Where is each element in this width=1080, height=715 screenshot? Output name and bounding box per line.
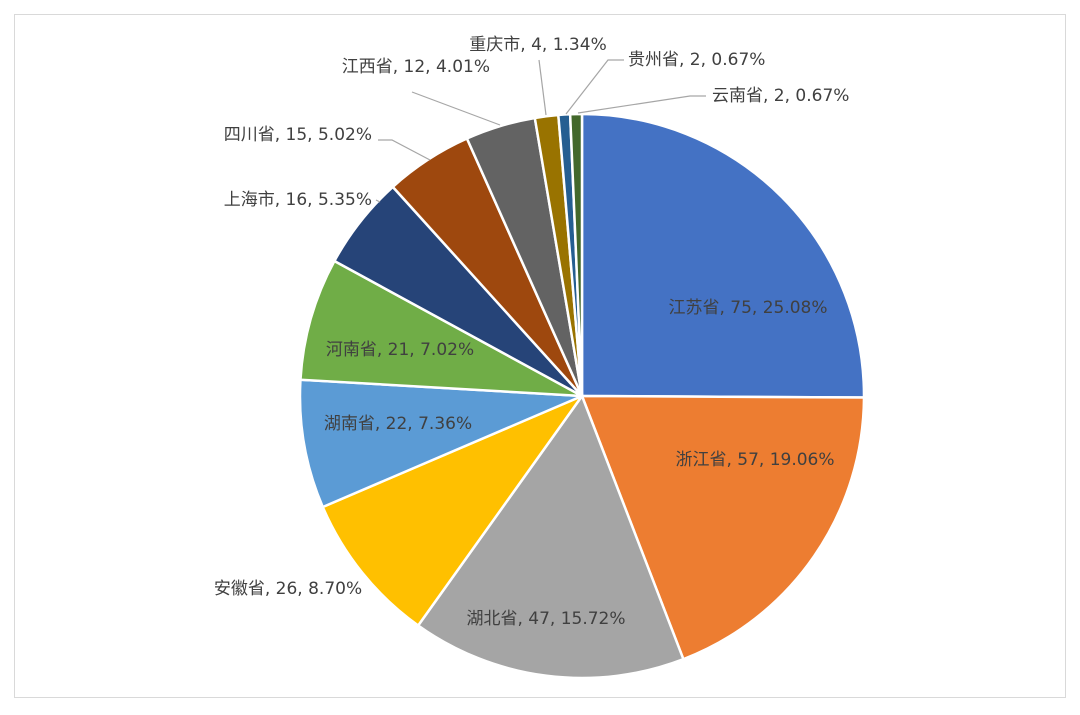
slice-label-8: 江西省, 12, 4.01%	[342, 57, 490, 77]
slice-label-3: 安徽省, 26, 8.70%	[214, 579, 362, 599]
leader-line-10	[565, 59, 624, 115]
slice-label-1: 浙江省, 57, 19.06%	[675, 450, 834, 470]
slice-label-4: 湖南省, 22, 7.36%	[324, 414, 472, 434]
slice-label-0: 江苏省, 75, 25.08%	[668, 298, 827, 318]
slice-label-6: 上海市, 16, 5.35%	[224, 190, 372, 210]
pie-slice-0	[580, 112, 866, 399]
pie-slice-2	[416, 394, 685, 680]
slice-label-10: 贵州省, 2, 0.67%	[628, 50, 765, 70]
slice-label-9: 重庆市, 4, 1.34%	[469, 35, 606, 55]
pie-slice-4	[298, 378, 584, 509]
leader-line-9	[538, 59, 547, 116]
slice-label-11: 云南省, 2, 0.67%	[712, 86, 849, 106]
leader-line-8	[411, 91, 501, 126]
leader-line-7	[378, 139, 431, 161]
slice-label-5: 河南省, 21, 7.02%	[326, 340, 474, 360]
labels-layer: 江苏省, 75, 25.08% 浙江省, 57, 19.06% 湖北省, 47, 1…	[214, 35, 850, 629]
leader-line-11	[577, 95, 706, 114]
pie-slice-1	[580, 394, 866, 661]
pie-slice-3	[321, 394, 584, 627]
leader-line-6	[375, 199, 381, 203]
pie-slice-5	[299, 259, 584, 398]
slices-layer	[298, 112, 866, 680]
leaders-layer	[375, 59, 706, 203]
slice-label-2: 湖北省, 47, 15.72%	[466, 609, 625, 629]
slice-label-7: 四川省, 15, 5.02%	[224, 125, 372, 145]
pie-slice-11	[568, 112, 584, 398]
